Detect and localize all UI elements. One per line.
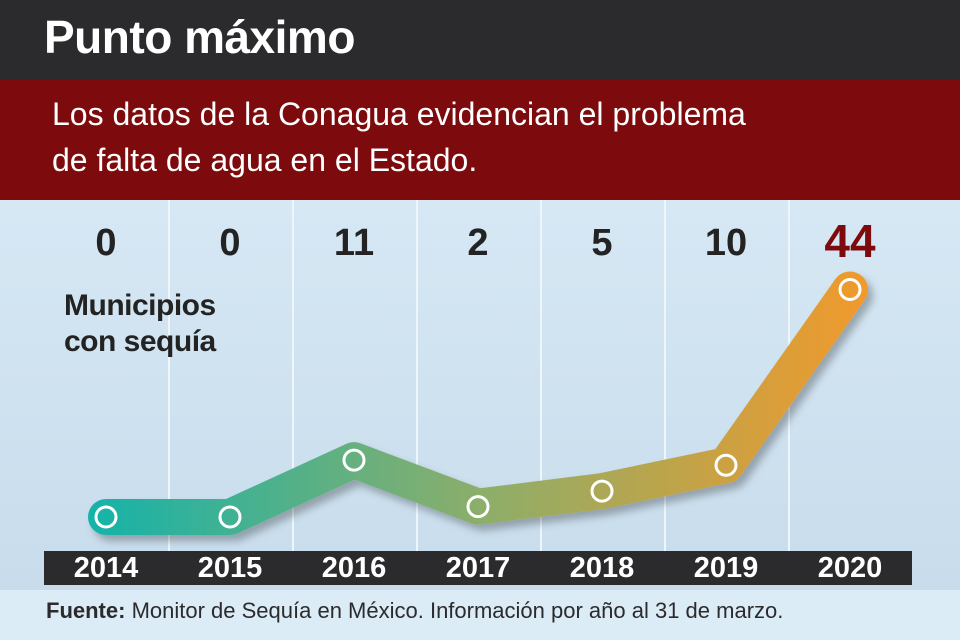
source-label: Fuente: [46, 598, 126, 623]
x-tick-label-2020: 2020 [817, 552, 883, 584]
title-bar [0, 0, 960, 80]
value-label-2018: 5 [591, 222, 613, 264]
x-tick-label-2014: 2014 [73, 552, 139, 584]
subtitle-line-1: Los datos de la Conagua evidencian el pr… [52, 96, 746, 132]
column-separator [664, 200, 666, 552]
data-point-2019 [714, 453, 738, 477]
y-axis-label-line-2: con sequía [64, 325, 216, 358]
value-label-2020: 44 [824, 215, 876, 267]
column-separator [168, 200, 170, 552]
x-tick-label-2018: 2018 [569, 552, 635, 584]
column-separator [292, 200, 294, 552]
column-separator [416, 200, 418, 552]
x-tick-label-2015: 2015 [197, 552, 263, 584]
data-point-2018 [590, 479, 614, 503]
x-tick-label-2019: 2019 [693, 552, 759, 584]
x-tick-label-2017: 2017 [445, 552, 511, 584]
chart-title: Punto máximo [44, 11, 355, 63]
value-label-2016: 11 [333, 222, 375, 264]
series-line [88, 271, 868, 535]
data-point-2016 [342, 448, 366, 472]
y-axis-label: Municipios con sequía [64, 288, 216, 360]
value-label-2019: 10 [704, 222, 748, 264]
data-point-2014 [94, 505, 118, 529]
source-note: Fuente: Monitor de Sequía en México. Inf… [46, 598, 783, 624]
value-label-2017: 2 [467, 222, 489, 264]
x-tick-label-2016: 2016 [321, 552, 387, 584]
data-point-2017 [466, 495, 490, 519]
value-label-2014: 0 [95, 222, 117, 264]
source-text: Monitor de Sequía en México. Información… [125, 598, 784, 623]
data-point-2020 [838, 278, 862, 302]
x-axis-bar [44, 551, 912, 585]
subtitle-line-2: de falta de agua en el Estado. [52, 142, 478, 178]
y-axis-label-line-1: Municipios [64, 289, 216, 322]
value-label-2015: 0 [219, 222, 241, 264]
column-separator [540, 200, 542, 552]
subtitle-bar [0, 80, 960, 200]
data-point-2015 [218, 505, 242, 529]
